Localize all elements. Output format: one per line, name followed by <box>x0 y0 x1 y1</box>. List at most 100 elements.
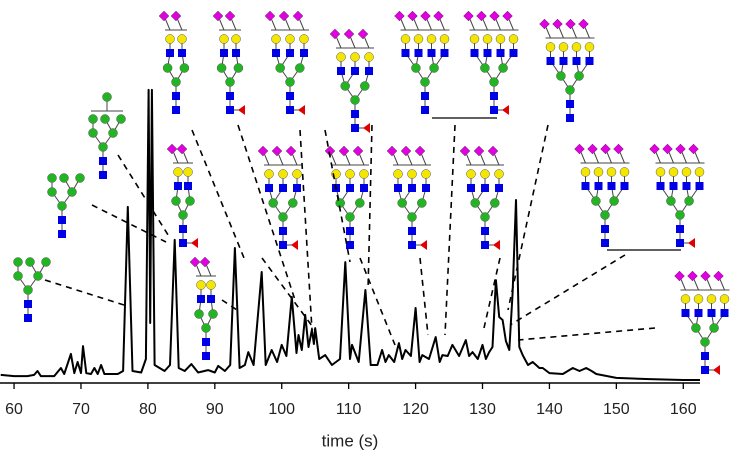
leader-line <box>359 257 396 346</box>
sialic-acid <box>574 143 585 155</box>
galactose <box>350 52 360 62</box>
mannose <box>417 198 427 208</box>
bond <box>263 152 270 166</box>
leader-line <box>507 124 549 311</box>
glcnac <box>172 92 180 100</box>
mannose <box>480 212 490 222</box>
sialic-acid <box>400 145 412 157</box>
glcnac <box>226 92 234 100</box>
leader-line <box>117 154 171 239</box>
galactose <box>345 169 355 179</box>
bond <box>571 25 577 39</box>
glcnac <box>279 184 287 192</box>
galactose <box>606 167 617 177</box>
galactose <box>655 167 666 177</box>
mannose <box>88 128 98 138</box>
glcnac <box>509 49 518 57</box>
sialic-acid <box>343 28 355 40</box>
mannose <box>345 212 355 222</box>
glcnac <box>99 157 107 165</box>
glcnac <box>166 49 174 57</box>
glcnac <box>58 230 66 238</box>
galactose <box>177 34 187 44</box>
x-tick-label: 100 <box>268 401 295 418</box>
sialic-acid <box>662 143 673 155</box>
sialic-acid <box>414 145 426 157</box>
glcnac <box>467 184 475 192</box>
mannose <box>591 196 601 206</box>
bond <box>426 17 432 31</box>
bond <box>479 152 486 166</box>
glcnac <box>421 106 429 114</box>
galactose <box>183 167 193 177</box>
glcnac <box>701 366 709 374</box>
x-tick-label: 90 <box>206 401 224 418</box>
bond <box>439 17 445 31</box>
galactose <box>680 294 691 304</box>
mannose <box>498 63 508 73</box>
x-tick-label: 130 <box>469 401 496 418</box>
mannose <box>98 142 108 152</box>
glcnac <box>346 241 354 249</box>
mannose <box>600 210 610 220</box>
glcnac <box>682 182 691 190</box>
mannose <box>47 187 57 197</box>
bond <box>681 150 687 164</box>
glcnac <box>99 171 107 179</box>
bond <box>619 150 625 164</box>
sialic-acid <box>271 145 283 157</box>
glcnac <box>408 184 416 192</box>
chromatogram-trace <box>0 88 700 381</box>
bond <box>706 277 712 291</box>
leader-line <box>237 124 296 301</box>
sialic-acid <box>600 143 611 155</box>
bond <box>363 35 370 49</box>
glcnac <box>408 227 416 235</box>
glcnac <box>286 49 294 57</box>
mannose <box>88 114 98 124</box>
sialic-acid <box>552 18 563 30</box>
galactose <box>706 294 717 304</box>
glcnac <box>184 182 192 190</box>
sialic-acid <box>338 145 350 157</box>
glcnac <box>483 49 492 57</box>
fucose <box>363 123 370 133</box>
glcnac <box>427 49 436 57</box>
sialic-acid <box>489 10 500 22</box>
glcnac <box>179 239 187 247</box>
leader-line <box>221 299 241 313</box>
leader-line <box>261 257 316 331</box>
sialic-acid <box>407 10 418 22</box>
sialic-acid <box>502 10 513 22</box>
bond <box>358 152 365 166</box>
mannose <box>295 63 305 73</box>
glcnac <box>394 184 402 192</box>
galactose <box>668 167 679 177</box>
galactose <box>580 167 591 177</box>
bond <box>277 152 284 166</box>
fucose <box>238 105 245 115</box>
bond <box>469 17 475 31</box>
sialic-acid <box>688 143 699 155</box>
sialic-acid <box>675 143 686 155</box>
bond <box>182 150 189 164</box>
galactose <box>508 34 519 44</box>
glcnac <box>408 241 416 249</box>
sialic-acid <box>539 18 550 30</box>
glcnac <box>202 338 210 346</box>
mannose <box>556 71 566 81</box>
mannose <box>185 196 195 206</box>
bond <box>392 152 399 166</box>
mannose <box>47 173 57 183</box>
sialic-acid <box>700 270 711 282</box>
glcnac <box>174 182 182 190</box>
galactose <box>466 169 476 179</box>
glcnac <box>601 225 609 233</box>
bond <box>482 17 488 31</box>
glcnac <box>220 49 228 57</box>
x-tick-label: 60 <box>5 401 23 418</box>
glcnac <box>346 227 354 235</box>
mannose <box>171 77 181 87</box>
mannose <box>411 63 421 73</box>
sialic-acid <box>285 145 297 157</box>
